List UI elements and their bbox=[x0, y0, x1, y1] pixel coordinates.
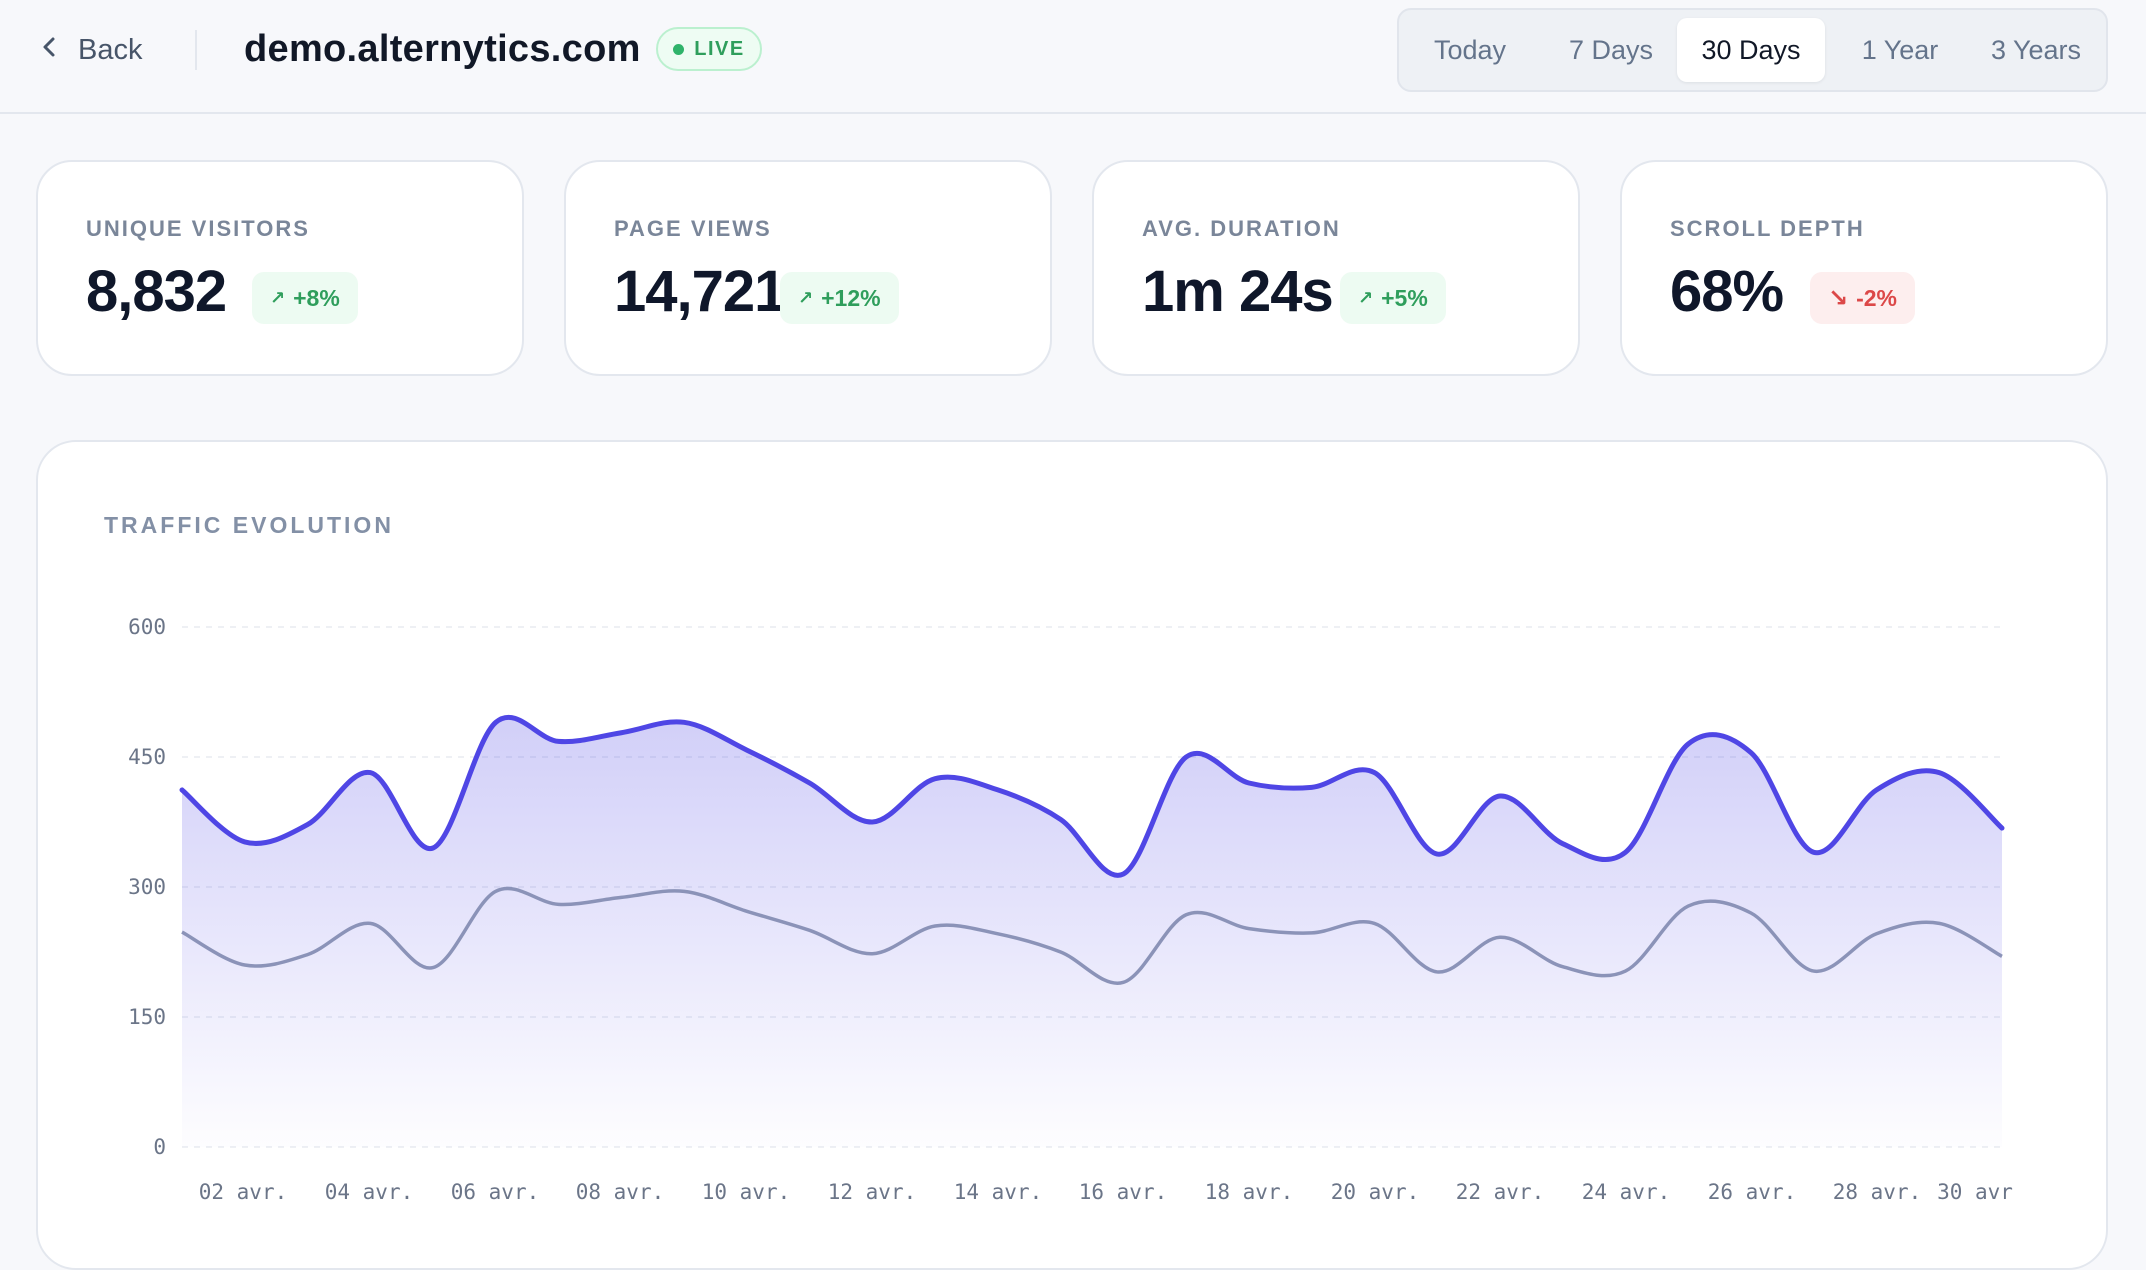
range-7-days[interactable]: 7 Days bbox=[1568, 35, 1654, 65]
arrow-up-right-icon: ↗ bbox=[270, 287, 286, 308]
stat-change-badge: ↘ -2% bbox=[1810, 272, 1916, 324]
traffic-chart-card: TRAFFIC EVOLUTION bbox=[36, 440, 2108, 1270]
live-dot-icon bbox=[673, 43, 685, 55]
back-button[interactable]: Back bbox=[38, 28, 142, 72]
header-divider bbox=[195, 30, 197, 70]
stat-card-page-views: PAGE VIEWS 14,721 ↗ +12% bbox=[564, 160, 1052, 376]
chevron-left-icon bbox=[38, 34, 62, 67]
stat-label: UNIQUE VISITORS bbox=[86, 216, 310, 241]
live-badge: LIVE bbox=[656, 27, 762, 71]
range-3-years[interactable]: 3 Years bbox=[1990, 35, 2082, 65]
stat-value: 8,832 bbox=[86, 259, 227, 324]
stat-change-badge: ↗ +8% bbox=[252, 272, 358, 324]
stat-value: 14,721 bbox=[614, 259, 786, 324]
chart-title: TRAFFIC EVOLUTION bbox=[104, 512, 394, 538]
arrow-up-right-icon: ↗ bbox=[798, 287, 814, 308]
stat-change-badge: ↗ +12% bbox=[780, 272, 899, 324]
top-bar: Back demo.alternytics.com LIVE Today 7 D… bbox=[0, 0, 2146, 114]
stat-card-avg-duration: AVG. DURATION 1m 24s ↗ +5% bbox=[1092, 160, 1580, 376]
site-title: demo.alternytics.com bbox=[244, 28, 641, 70]
live-label: LIVE bbox=[694, 37, 745, 60]
stat-change: +12% bbox=[821, 284, 881, 311]
stat-change: +5% bbox=[1381, 284, 1428, 311]
range-today[interactable]: Today bbox=[1433, 35, 1507, 65]
stat-change: +8% bbox=[293, 284, 340, 311]
stat-card-unique-visitors: UNIQUE VISITORS 8,832 ↗ +8% bbox=[36, 160, 524, 376]
stat-label: PAGE VIEWS bbox=[614, 216, 772, 241]
stat-change-badge: ↗ +5% bbox=[1340, 272, 1446, 324]
stat-label: AVG. DURATION bbox=[1142, 216, 1341, 241]
stat-label: SCROLL DEPTH bbox=[1670, 216, 1865, 241]
arrow-down-right-icon: ↘ bbox=[1828, 284, 1849, 312]
range-30-days[interactable]: 30 Days bbox=[1677, 18, 1825, 82]
date-range-selector: Today 7 Days 30 Days 1 Year 3 Years bbox=[1397, 8, 2108, 92]
arrow-up-right-icon: ↗ bbox=[1358, 287, 1374, 308]
back-label: Back bbox=[78, 33, 143, 66]
stat-change: -2% bbox=[1856, 284, 1898, 311]
stat-card-scroll-depth: SCROLL DEPTH 68% ↘ -2% bbox=[1620, 160, 2108, 376]
stat-value: 1m 24s bbox=[1142, 259, 1334, 324]
stat-value: 68% bbox=[1670, 259, 1784, 324]
range-1-year[interactable]: 1 Year bbox=[1861, 35, 1939, 65]
